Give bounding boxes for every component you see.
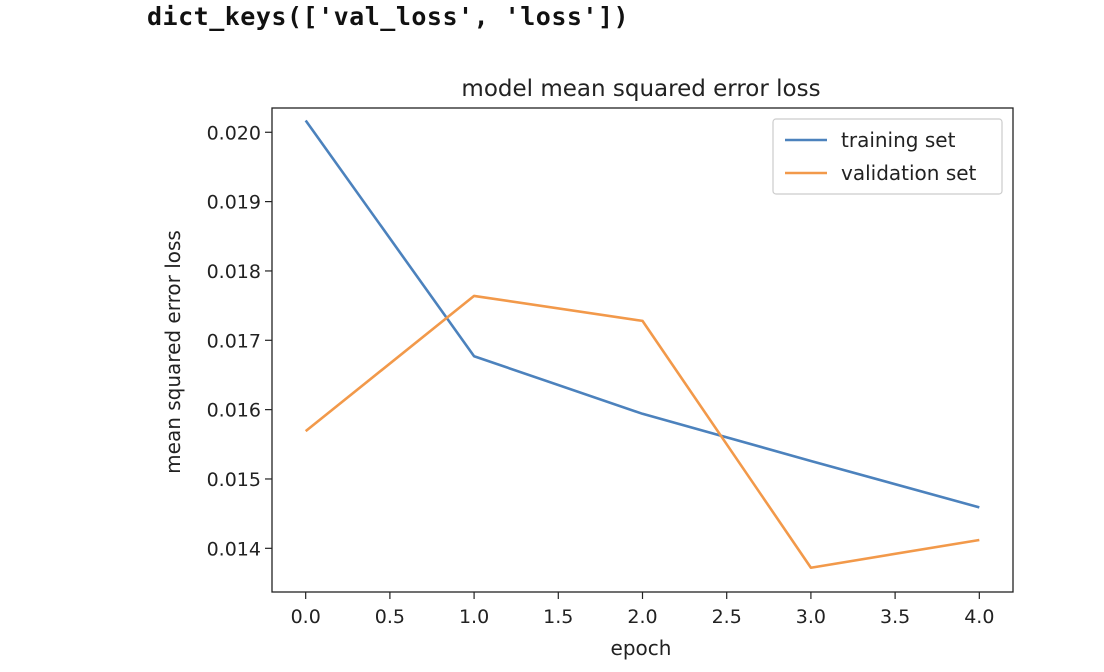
x-axis-label: epoch [611, 636, 672, 660]
x-tick-label: 3.0 [796, 606, 826, 628]
y-tick-label: 0.016 [207, 400, 261, 422]
y-tick-label: 0.014 [207, 538, 261, 560]
legend-label: validation set [841, 161, 977, 185]
y-tick-label: 0.015 [207, 469, 261, 491]
chart-title: model mean squared error loss [461, 76, 820, 102]
x-tick-label: 4.0 [964, 606, 994, 628]
y-tick-label: 0.019 [207, 192, 261, 214]
x-tick-label: 0.5 [375, 606, 405, 628]
legend-label: training set [841, 128, 956, 152]
x-tick-label: 1.5 [543, 606, 573, 628]
x-tick-label: 3.5 [880, 606, 910, 628]
series-line-validation-set [304, 294, 980, 570]
x-tick-label: 1.0 [459, 606, 489, 628]
x-tick-label: 2.0 [627, 606, 657, 628]
y-tick-label: 0.017 [207, 330, 261, 352]
y-tick-label: 0.020 [207, 122, 261, 144]
x-tick-label: 0.0 [291, 606, 321, 628]
x-tick-label: 2.5 [712, 606, 742, 628]
y-axis-ticks: 0.014 0.015 0.016 0.017 0.018 0.019 0.020 [207, 122, 272, 560]
series-lines [304, 119, 980, 570]
chart-legend: training set validation set [772, 118, 1003, 195]
cell-output-text: dict_keys(['val_loss', 'loss']) [147, 2, 630, 31]
y-tick-label: 0.018 [207, 261, 261, 283]
y-axis-label: mean squared error loss [161, 230, 185, 474]
x-axis-ticks: 0.0 0.5 1.0 1.5 2.0 2.5 3.0 3.5 4.0 [291, 592, 994, 628]
legend-box [772, 118, 1003, 195]
